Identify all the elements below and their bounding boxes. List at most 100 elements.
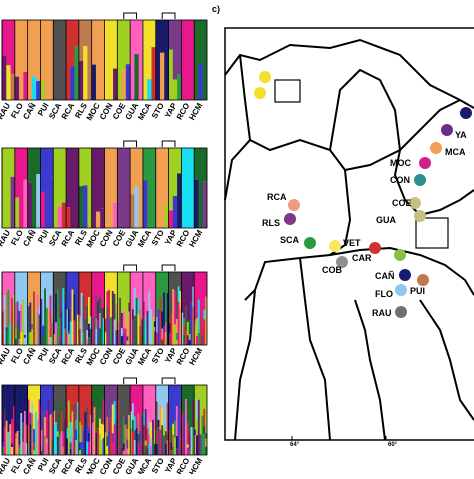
ancestry-segment [86,406,89,426]
ancestry-segment [44,417,47,436]
ancestry-segment [25,443,28,455]
ancestry-segment [159,272,162,298]
ancestry-segment [174,437,177,455]
ancestry-segment [148,421,151,435]
ancestry-segment [120,432,124,448]
ancestry-segment [108,385,111,433]
ancestry-segment [88,272,91,298]
population-label: RAU [0,228,12,248]
ancestry-segment [133,315,136,345]
ancestry-segment [177,411,180,455]
ancestry-segment [78,321,82,329]
ancestry-segment [95,328,98,345]
ancestry-segment [23,272,27,314]
ancestry-segment [197,299,200,325]
ancestry-segment [2,441,5,448]
panel-label: c) [212,4,220,14]
ancestry-segment [185,399,188,455]
ancestry-segment [159,385,162,405]
ancestry-segment [142,425,146,455]
ancestry-segment [199,316,202,345]
population-label: RAU [0,346,12,366]
ancestry-segment [159,429,162,455]
ancestry-segment [205,385,208,434]
ancestry-segment [131,319,135,345]
ancestry-segment [67,333,71,345]
ancestry-segment [192,427,195,455]
longitude-label: 64° [290,442,300,448]
ancestry-segment [126,429,129,440]
ancestry-segment [164,332,168,345]
ancestry-segment [109,272,113,318]
ancestry-segment [194,148,199,180]
ancestry-segment [150,385,153,423]
ancestry-segment [3,385,6,410]
ancestry-segment [175,436,179,449]
ancestry-segment [84,272,87,319]
map-point [336,256,348,268]
ancestry-segment [34,385,38,413]
ancestry-segment [119,430,122,455]
ancestry-segment [74,20,80,47]
ancestry-segment [108,450,111,455]
group-bracket [161,12,176,19]
ancestry-segment [31,323,34,330]
ancestry-segment [60,385,63,412]
ancestry-segment [89,415,92,455]
ancestry-segment [148,434,151,445]
ancestry-segment [33,385,36,430]
ancestry-segment [42,306,45,326]
ancestry-segment [135,385,138,428]
ancestry-segment [104,20,110,100]
group-bracket [161,264,176,271]
ancestry-segment [131,419,135,432]
ancestry-segment [137,314,140,345]
ancestry-segment [111,291,114,345]
ancestry-segment [163,427,166,436]
ancestry-segment [104,272,107,319]
ancestry-segment [159,297,162,345]
ancestry-segment [97,385,100,429]
ancestry-segment [5,272,8,293]
ancestry-segment [188,320,191,335]
ancestry-segment [141,336,144,345]
population-label: CON [98,228,115,248]
ancestry-segment [120,272,124,314]
ancestry-segment [166,385,169,403]
ancestry-segment [75,385,78,421]
ancestry-segment [117,400,120,455]
ancestry-segment [78,328,82,345]
ancestry-segment [106,435,109,447]
ancestry-segment [40,445,43,451]
ancestry-segment [203,272,206,310]
ancestry-segment [40,191,46,228]
ancestry-segment [144,408,147,441]
ancestry-segment [97,428,100,455]
ancestry-segment [36,294,39,345]
map-point [284,213,296,225]
ancestry-segment [12,295,16,345]
ancestry-segment [2,148,7,228]
point-label: COB [322,265,343,275]
ancestry-segment [115,334,118,345]
population-label: HCM [187,101,204,122]
ancestry-segment [9,323,12,345]
ancestry-segment [47,309,50,345]
ancestry-segment [9,424,12,455]
ancestry-segment [23,337,27,345]
ancestry-segment [6,65,11,100]
ancestry-segment [121,69,127,100]
ancestry-segment [31,272,34,299]
ancestry-segment [174,420,177,438]
ancestry-segment [172,423,175,435]
ancestry-segment [153,321,157,327]
ancestry-segment [170,287,173,315]
ancestry-segment [177,74,182,100]
ancestry-segment [16,385,19,432]
ancestry-segment [125,64,131,100]
ancestry-segment [93,316,96,332]
ancestry-segment [133,288,136,316]
ancestry-segment [190,385,193,427]
ancestry-segment [164,20,169,100]
ancestry-segment [177,173,182,228]
